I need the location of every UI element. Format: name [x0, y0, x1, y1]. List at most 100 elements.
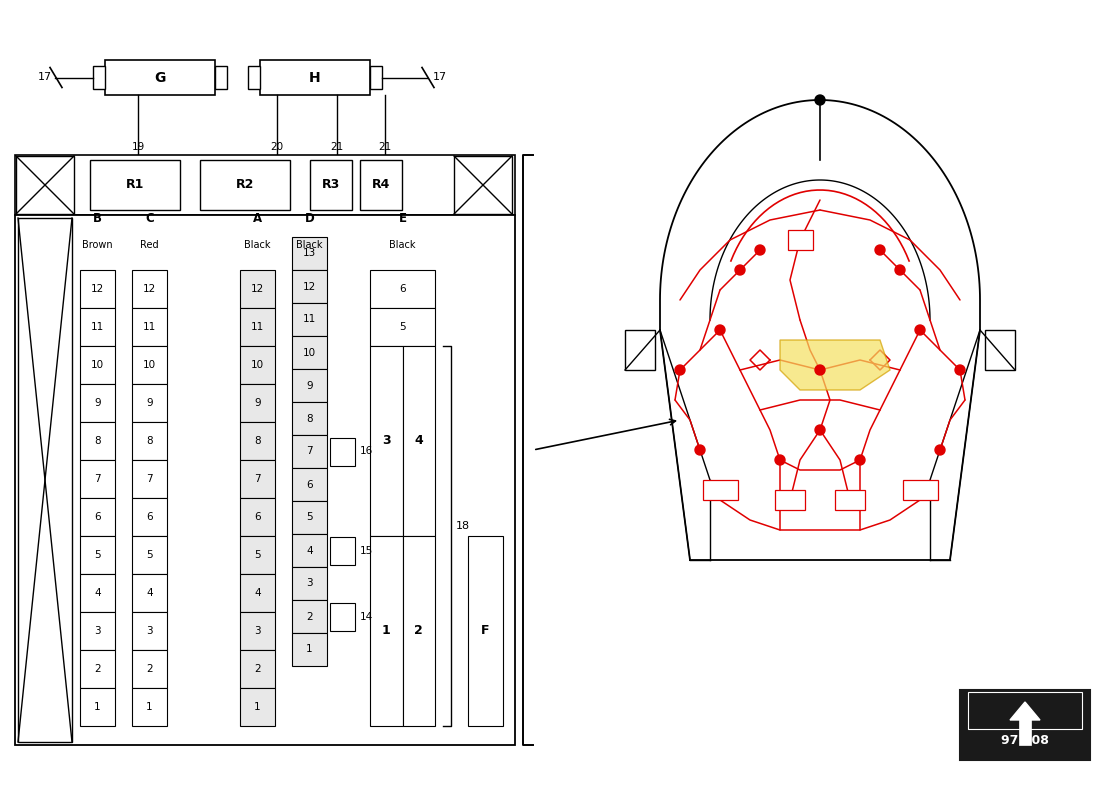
Bar [240, 346, 275, 384]
Bar [292, 369, 327, 402]
Text: 16: 16 [360, 446, 373, 457]
Text: 2: 2 [146, 664, 153, 674]
Text: 3: 3 [382, 434, 390, 447]
Text: 1: 1 [382, 625, 390, 638]
Text: 21: 21 [378, 142, 392, 152]
Text: Black: Black [389, 240, 416, 250]
Bar [330, 438, 355, 466]
Bar [960, 690, 1090, 760]
Text: 11: 11 [302, 314, 316, 325]
Bar [292, 435, 327, 468]
Circle shape [955, 365, 965, 375]
Text: R4: R4 [372, 178, 390, 191]
Bar [80, 384, 116, 422]
Bar [132, 498, 167, 536]
Bar [240, 612, 275, 650]
Bar [132, 688, 167, 726]
Text: 9: 9 [146, 398, 153, 408]
Text: 17: 17 [37, 73, 52, 82]
Text: 21: 21 [330, 142, 343, 152]
Text: 14: 14 [360, 611, 373, 622]
Bar [776, 490, 805, 510]
Bar [292, 237, 327, 270]
Bar [240, 688, 275, 726]
Text: 2: 2 [415, 625, 424, 638]
Bar [292, 534, 327, 567]
Text: 4: 4 [306, 546, 312, 555]
Bar [240, 308, 275, 346]
Bar [292, 336, 327, 369]
Bar [292, 303, 327, 336]
Text: R1: R1 [125, 178, 144, 191]
Text: 9: 9 [254, 398, 261, 408]
Text: 5: 5 [95, 550, 101, 560]
Circle shape [755, 245, 764, 255]
Bar [16, 156, 74, 214]
Polygon shape [780, 340, 890, 390]
Text: 4: 4 [254, 588, 261, 598]
Bar [80, 574, 116, 612]
Text: B: B [94, 212, 102, 225]
Text: 3: 3 [306, 578, 312, 589]
Bar [80, 422, 116, 460]
Bar [292, 402, 327, 435]
Text: A: A [253, 212, 262, 225]
Bar [80, 536, 116, 574]
Bar [132, 574, 167, 612]
Text: 18: 18 [456, 521, 470, 531]
Bar [80, 650, 116, 688]
Text: 7: 7 [95, 474, 101, 484]
Bar [292, 501, 327, 534]
Text: 5: 5 [146, 550, 153, 560]
Text: 9: 9 [306, 381, 312, 390]
Bar [240, 422, 275, 460]
Text: 1: 1 [306, 645, 312, 654]
Bar [468, 536, 503, 726]
Text: 12: 12 [302, 282, 316, 291]
Text: 7: 7 [146, 474, 153, 484]
Text: 1: 1 [95, 702, 101, 712]
Bar [80, 460, 116, 498]
Text: 8: 8 [95, 436, 101, 446]
Bar [370, 308, 434, 346]
Text: R2: R2 [235, 178, 254, 191]
Bar [80, 270, 116, 308]
Bar [330, 602, 355, 630]
Bar [835, 490, 865, 510]
Text: 10: 10 [91, 360, 104, 370]
Text: 9: 9 [95, 398, 101, 408]
Bar [240, 498, 275, 536]
Text: 5: 5 [306, 513, 312, 522]
Bar [240, 384, 275, 422]
Bar [292, 633, 327, 666]
Text: 8: 8 [306, 414, 312, 423]
Bar [370, 66, 382, 89]
Text: 12: 12 [91, 284, 104, 294]
Bar [132, 346, 167, 384]
Circle shape [776, 455, 785, 465]
Bar [80, 688, 116, 726]
Text: 7: 7 [306, 446, 312, 457]
Circle shape [874, 245, 886, 255]
Text: 3: 3 [146, 626, 153, 636]
Bar [104, 60, 214, 95]
Text: 11: 11 [143, 322, 156, 332]
Text: 1: 1 [146, 702, 153, 712]
Bar [292, 567, 327, 600]
Text: 5: 5 [399, 322, 406, 332]
Text: 6: 6 [146, 512, 153, 522]
Text: 10: 10 [251, 360, 264, 370]
Bar [403, 346, 434, 536]
Text: 2: 2 [95, 664, 101, 674]
Bar [214, 66, 227, 89]
Bar [370, 270, 434, 308]
Text: 4: 4 [415, 434, 424, 447]
Bar [260, 60, 370, 95]
Text: R3: R3 [322, 178, 340, 191]
Bar [248, 66, 260, 89]
Text: 1: 1 [254, 702, 261, 712]
Circle shape [715, 325, 725, 335]
Text: 3: 3 [95, 626, 101, 636]
Text: 3: 3 [254, 626, 261, 636]
Bar [703, 480, 737, 500]
